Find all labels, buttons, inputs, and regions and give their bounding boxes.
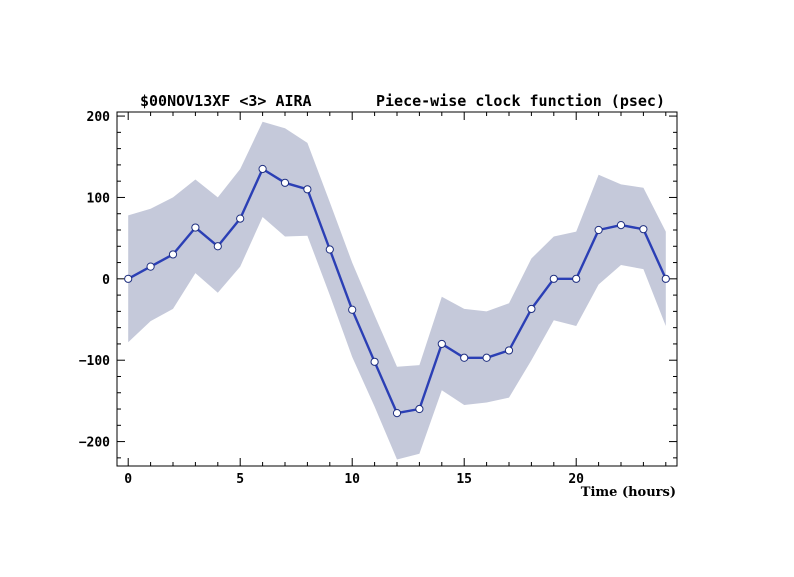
x-axis-label: Time (hours) bbox=[581, 485, 676, 500]
plot-area: 0 5 10 15 20 −200 −100 0 100 200 bbox=[79, 110, 678, 487]
x-tick-label: 10 bbox=[344, 472, 360, 487]
x-tick-label: 5 bbox=[236, 472, 244, 487]
data-point bbox=[325, 245, 334, 254]
data-point bbox=[146, 262, 155, 271]
data-point bbox=[213, 242, 222, 251]
y-tick-label: −200 bbox=[79, 436, 110, 451]
data-point bbox=[370, 357, 379, 366]
data-point bbox=[616, 221, 626, 230]
data-point bbox=[124, 274, 133, 283]
chart-title-left: $00NOV13XF <3> AIRA bbox=[140, 92, 312, 110]
y-tick-label: −100 bbox=[79, 354, 110, 369]
data-point bbox=[572, 274, 581, 283]
chart-title-right: Piece-wise clock function (psec) bbox=[376, 92, 665, 110]
data-point bbox=[549, 274, 558, 283]
data-point bbox=[594, 225, 603, 235]
x-tick-label: 15 bbox=[456, 472, 472, 487]
data-point bbox=[392, 409, 402, 418]
data-point bbox=[168, 250, 178, 259]
y-tick-label: 200 bbox=[87, 110, 111, 125]
data-point bbox=[527, 304, 536, 314]
data-point bbox=[258, 164, 267, 174]
data-point bbox=[191, 223, 200, 232]
data-point bbox=[415, 404, 424, 414]
x-tick-label: 0 bbox=[124, 472, 132, 487]
data-point bbox=[661, 274, 670, 283]
data-point bbox=[236, 214, 245, 223]
data-point bbox=[460, 353, 469, 362]
data-point bbox=[280, 178, 290, 187]
y-tick-label: 100 bbox=[87, 191, 111, 206]
data-point bbox=[437, 339, 446, 349]
data-point bbox=[482, 353, 491, 362]
data-point bbox=[639, 225, 648, 234]
data-point bbox=[348, 305, 357, 314]
y-tick-label: 0 bbox=[102, 273, 110, 288]
uncertainty-band bbox=[128, 121, 666, 460]
data-point bbox=[303, 185, 312, 194]
x-tick-label: 20 bbox=[568, 472, 584, 487]
data-point bbox=[504, 346, 514, 355]
